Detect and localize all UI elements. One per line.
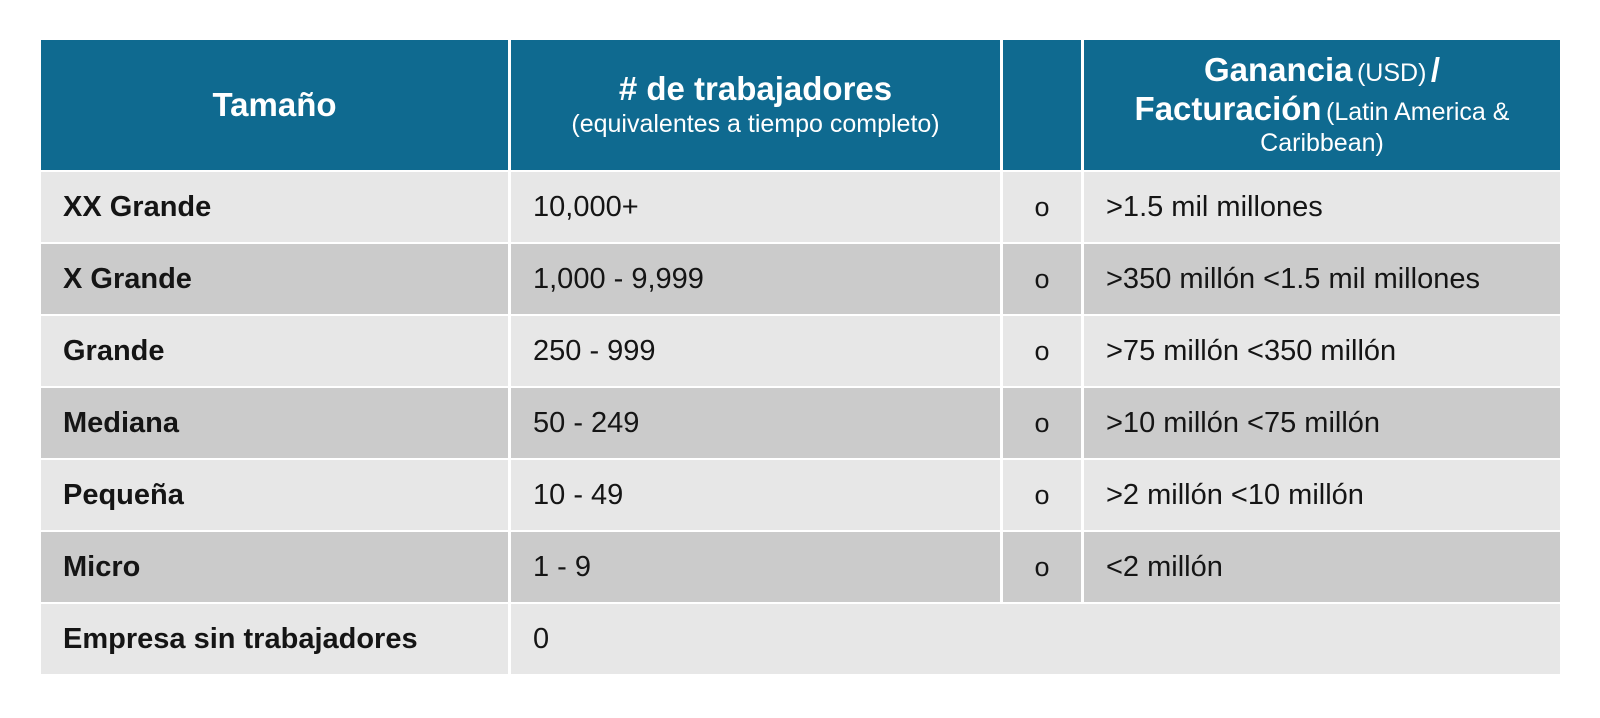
- row-grande-size: Grande: [41, 316, 508, 386]
- header-cell-ganancia: Ganancia (USD) / Facturación (Latin Amer…: [1084, 40, 1560, 170]
- row-mediana-revenue: >10 millón <75 millón: [1084, 388, 1560, 458]
- row-mediana-connector: o: [1003, 388, 1081, 458]
- row-pequena-revenue: >2 millón <10 millón: [1084, 460, 1560, 530]
- row-x-grande-workers: 1,000 - 9,999: [511, 244, 1000, 314]
- row-sin-trabajadores-size: Empresa sin trabajadores: [41, 604, 508, 674]
- header-trabajadores-subtitle: (equivalentes a tiempo completo): [571, 109, 940, 138]
- row-mediana-size: Mediana: [41, 388, 508, 458]
- row-grande-workers: 250 - 999: [511, 316, 1000, 386]
- row-xx-grande-connector: o: [1003, 172, 1081, 242]
- header-cell-connector: [1003, 40, 1081, 170]
- row-micro-connector: o: [1003, 532, 1081, 602]
- header-trabajadores-label: # de trabajadores: [618, 69, 893, 107]
- header-facturacion-title: Facturación: [1134, 90, 1322, 128]
- row-micro-size: Micro: [41, 532, 508, 602]
- row-xx-grande-workers: 10,000+: [511, 172, 1000, 242]
- row-pequena-connector: o: [1003, 460, 1081, 530]
- header-slash: /: [1430, 51, 1441, 89]
- header-region-note: (Latin America & Caribbean): [1260, 98, 1510, 158]
- header-cell-trabajadores: # de trabajadores (equivalentes a tiempo…: [511, 40, 1000, 170]
- row-grande-connector: o: [1003, 316, 1081, 386]
- row-grande-revenue: >75 millón <350 millón: [1084, 316, 1560, 386]
- row-pequena-workers: 10 - 49: [511, 460, 1000, 530]
- row-x-grande-size: X Grande: [41, 244, 508, 314]
- company-size-table: Tamaño # de trabajadores (equivalentes a…: [41, 40, 1560, 674]
- header-cell-tamano: Tamaño: [41, 40, 508, 170]
- row-micro-workers: 1 - 9: [511, 532, 1000, 602]
- row-x-grande-revenue: >350 millón <1.5 mil millones: [1084, 244, 1560, 314]
- header-ganancia-title: Ganancia: [1203, 51, 1353, 89]
- header-tamano-label: Tamaño: [212, 85, 337, 123]
- row-x-grande-connector: o: [1003, 244, 1081, 314]
- row-xx-grande-revenue: >1.5 mil millones: [1084, 172, 1560, 242]
- row-pequena-size: Pequeña: [41, 460, 508, 530]
- row-mediana-workers: 50 - 249: [511, 388, 1000, 458]
- header-ganancia-label: Ganancia (USD) / Facturación (Latin Amer…: [1117, 51, 1527, 158]
- row-micro-revenue: <2 millón: [1084, 532, 1560, 602]
- row-xx-grande-size: XX Grande: [41, 172, 508, 242]
- row-sin-trabajadores-workers: 0: [511, 604, 1560, 674]
- header-usd-note: (USD): [1356, 59, 1427, 88]
